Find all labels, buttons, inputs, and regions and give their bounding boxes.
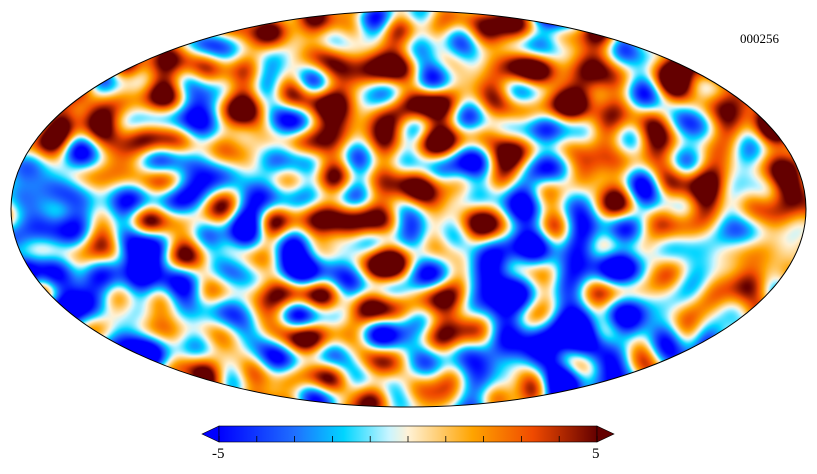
colorbar xyxy=(201,425,615,443)
colorbar-max-label: 5 xyxy=(592,446,600,462)
colorbar-under-triangle xyxy=(201,425,220,443)
map-outline xyxy=(10,10,807,408)
colorbar-min-label: -5 xyxy=(212,446,225,462)
colorbar-ticks xyxy=(218,436,598,442)
map-field xyxy=(11,11,806,407)
colorbar-over-triangle xyxy=(596,425,615,443)
map-id-label: 000256 xyxy=(740,31,779,46)
